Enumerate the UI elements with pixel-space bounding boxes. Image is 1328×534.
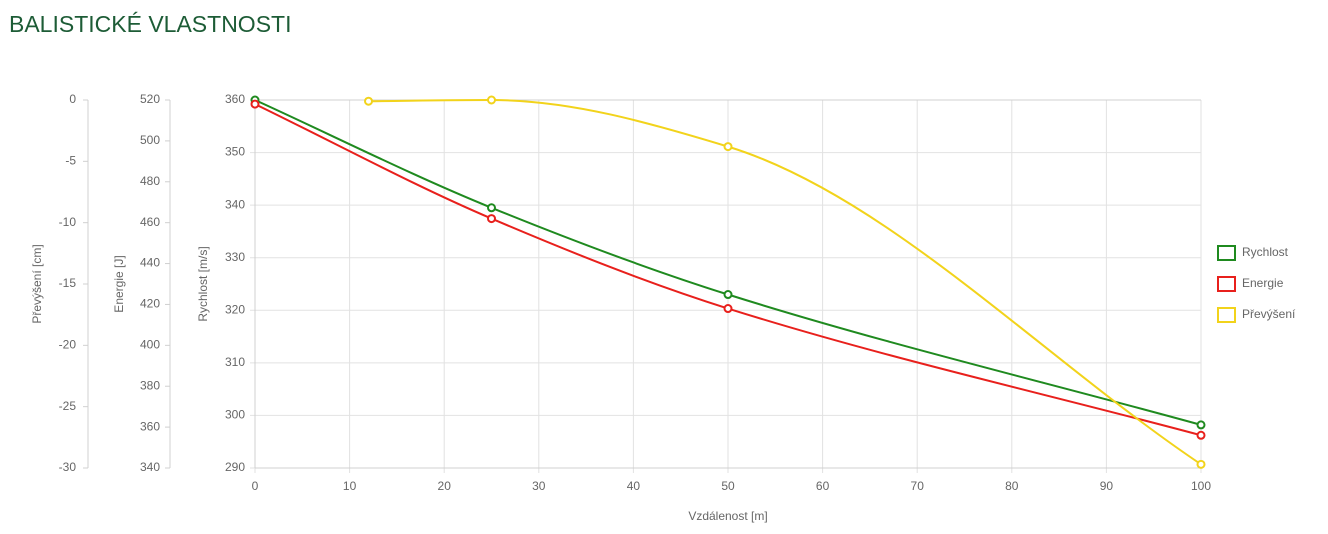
data-point xyxy=(487,95,496,105)
y2-tick-label: 420 xyxy=(140,297,160,311)
data-point xyxy=(487,214,496,224)
y-axis-label: Rychlost [m/s] xyxy=(196,246,210,321)
y3-tick-label: -15 xyxy=(59,276,77,290)
y2-tick-label: 520 xyxy=(140,92,160,106)
y3-axis-label: Převýšení [cm] xyxy=(30,244,44,323)
y-tick-label: 350 xyxy=(225,145,245,159)
legend-label: Rychlost xyxy=(1242,245,1289,259)
y2-axis-label: Energie [J] xyxy=(112,255,126,312)
data-point xyxy=(723,290,733,300)
data-point xyxy=(1196,420,1206,430)
y3-tick-label: -25 xyxy=(59,399,77,413)
legend-swatch xyxy=(1217,307,1236,323)
x-tick-label: 80 xyxy=(1005,479,1019,493)
y2-tick-label: 340 xyxy=(140,460,160,474)
x-tick-label: 100 xyxy=(1191,479,1211,493)
y2-tick-label: 500 xyxy=(140,133,160,147)
x-tick-label: 10 xyxy=(343,479,357,493)
data-point xyxy=(1196,459,1206,469)
y3-tick-label: -10 xyxy=(59,215,77,229)
y2-tick-label: 400 xyxy=(140,338,160,352)
y2-tick-label: 460 xyxy=(140,215,160,229)
y3-tick-label: -20 xyxy=(59,338,77,352)
data-point xyxy=(723,304,733,314)
x-tick-label: 70 xyxy=(911,479,925,493)
y-tick-label: 300 xyxy=(225,408,245,422)
y-tick-label: 330 xyxy=(225,250,245,264)
data-point xyxy=(364,96,374,106)
y3-tick-label: 0 xyxy=(69,92,76,106)
y-tick-label: 340 xyxy=(225,197,245,211)
y2-tick-label: 480 xyxy=(140,174,160,188)
data-point xyxy=(1196,430,1206,440)
y-tick-label: 320 xyxy=(225,302,245,316)
x-tick-label: 50 xyxy=(721,479,735,493)
x-tick-label: 40 xyxy=(627,479,641,493)
legend-label: Energie xyxy=(1242,276,1284,290)
y3-tick-label: -5 xyxy=(65,154,76,168)
x-axis-label: Vzdálenost [m] xyxy=(688,509,767,523)
x-tick-label: 90 xyxy=(1100,479,1114,493)
y-tick-label: 310 xyxy=(225,355,245,369)
x-tick-label: 30 xyxy=(532,479,546,493)
legend-label: Převýšení xyxy=(1242,307,1296,321)
legend-swatch xyxy=(1217,276,1236,292)
y2-tick-label: 360 xyxy=(140,419,160,433)
x-tick-label: 0 xyxy=(252,479,259,493)
series-line xyxy=(254,103,1202,437)
y-tick-label: 290 xyxy=(225,460,245,474)
data-point xyxy=(250,99,260,109)
series-line xyxy=(254,99,1202,426)
legend-swatch xyxy=(1217,245,1236,261)
y3-tick-label: -30 xyxy=(59,460,77,474)
chart-title: BALISTICKÉ VLASTNOSTI xyxy=(9,11,291,37)
x-tick-label: 60 xyxy=(816,479,830,493)
series-line xyxy=(368,98,1202,466)
y2-tick-label: 440 xyxy=(140,256,160,270)
y2-tick-label: 380 xyxy=(140,378,160,392)
x-tick-label: 20 xyxy=(438,479,452,493)
data-point xyxy=(723,142,733,152)
y-tick-label: 360 xyxy=(225,92,245,106)
data-point xyxy=(487,203,496,213)
